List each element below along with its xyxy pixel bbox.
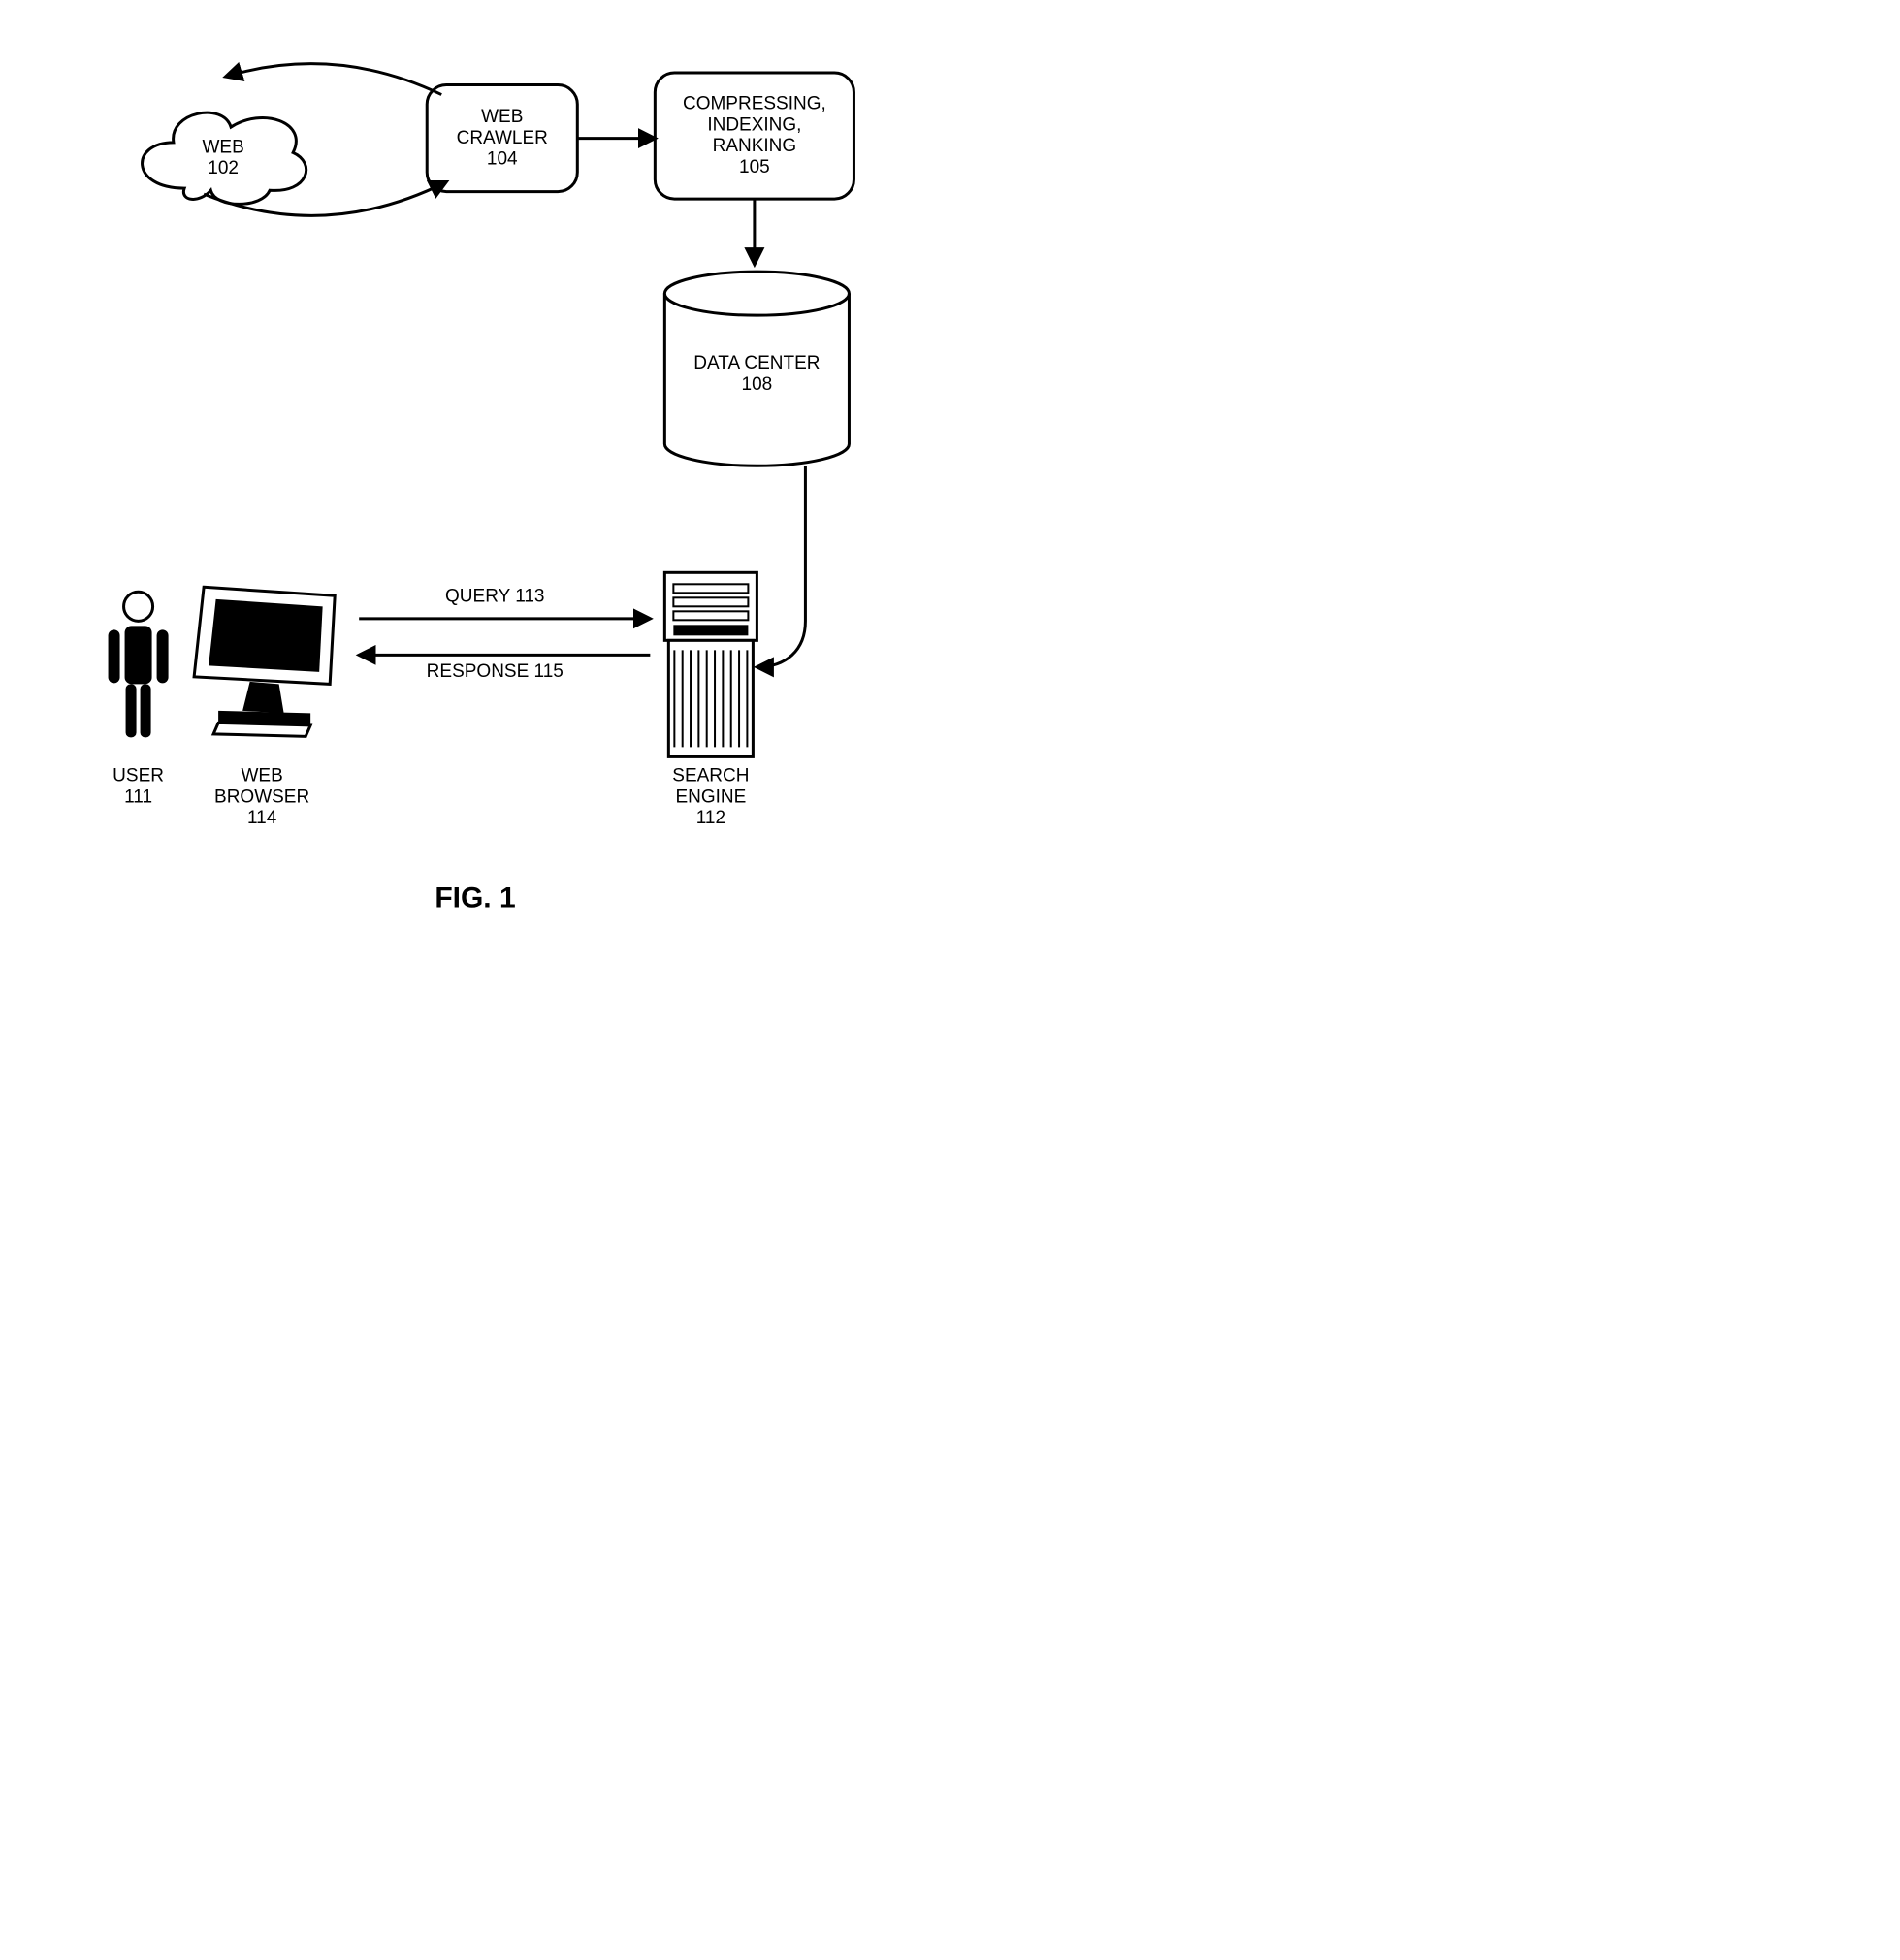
processing-label: INDEXING, [707, 114, 801, 135]
web-crawler-label: CRAWLER [457, 128, 548, 148]
processing-label: 105 [739, 157, 770, 177]
caption-server: ENGINE [675, 787, 746, 807]
datacenter-label: 108 [742, 374, 773, 395]
figure-caption: FIG. 1 [435, 882, 515, 914]
edge-label-monitor-server: QUERY 113 [445, 586, 544, 606]
web-label: WEB [202, 137, 243, 157]
caption-browser: BROWSER [214, 787, 309, 807]
datacenter-top [664, 272, 849, 315]
caption-server: 112 [696, 808, 725, 828]
server-icon [664, 572, 757, 756]
datacenter-label: DATA CENTER [693, 353, 820, 373]
web-crawler-label: 104 [487, 149, 518, 170]
processing-label: COMPRESSING, [683, 94, 826, 114]
caption-browser: 114 [247, 808, 277, 828]
caption-browser: WEB [241, 765, 282, 786]
caption-user: USER [113, 765, 164, 786]
processing-label: RANKING [713, 136, 797, 156]
caption-user: 111 [124, 787, 152, 807]
figure-1-diagram: WEB102WEBCRAWLER104COMPRESSING,INDEXING,… [0, 0, 950, 980]
edge-label-server-monitor: RESPONSE 115 [427, 661, 564, 682]
web-crawler-label: WEB [481, 107, 523, 127]
web-label: 102 [208, 158, 239, 178]
caption-server: SEARCH [672, 765, 749, 786]
